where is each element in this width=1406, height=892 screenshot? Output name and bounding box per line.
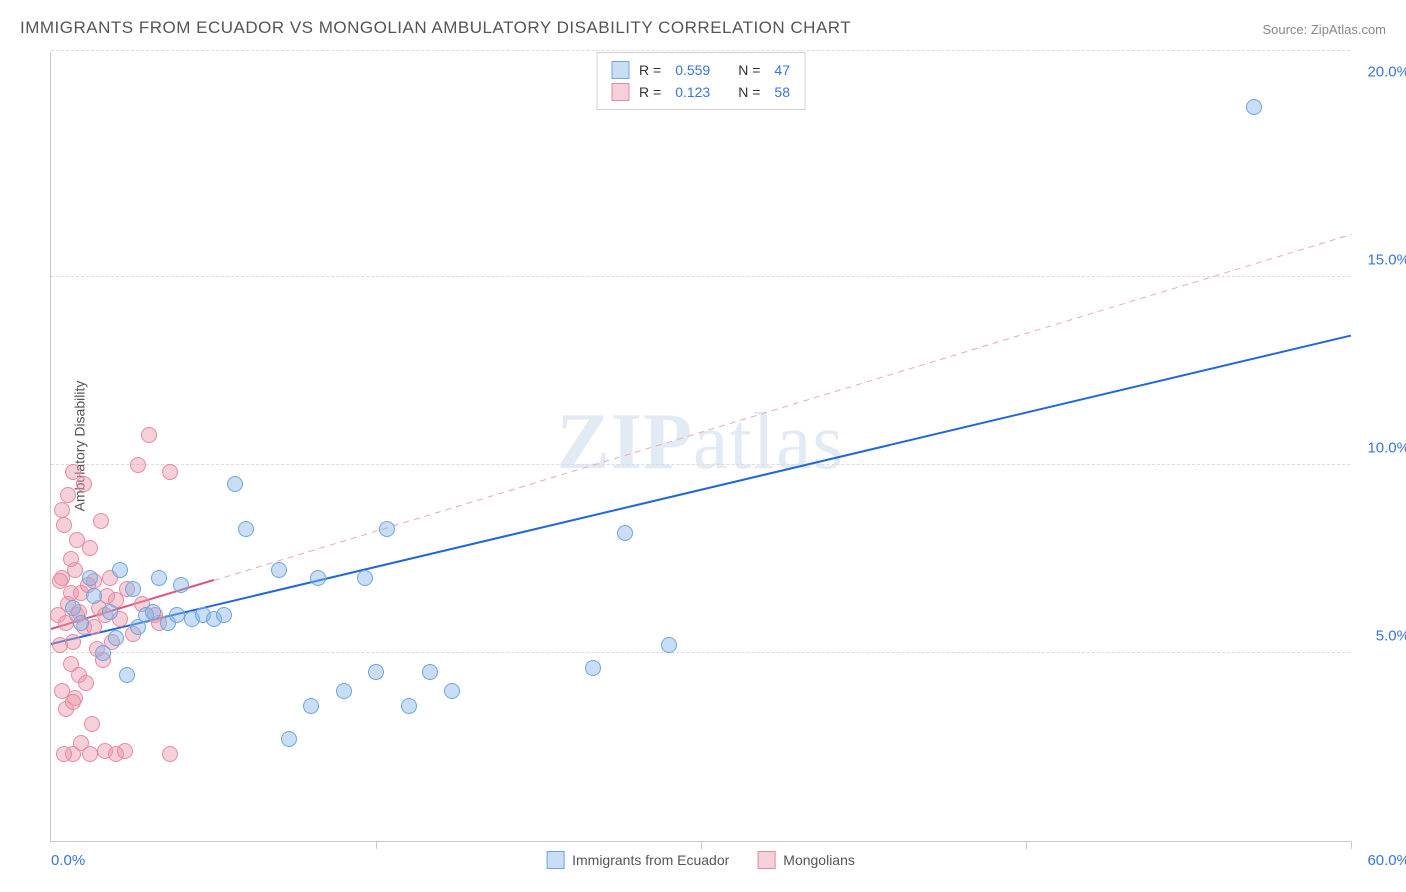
- data-point-s1: [585, 660, 601, 676]
- data-point-s2: [52, 573, 68, 589]
- r-value-s2: 0.123: [675, 84, 710, 100]
- xtick-label: 0.0%: [51, 852, 85, 869]
- data-point-s1: [95, 645, 111, 661]
- r-value-s1: 0.559: [675, 62, 710, 78]
- data-point-s1: [227, 476, 243, 492]
- data-point-s1: [336, 683, 352, 699]
- gridline-h: [51, 50, 1350, 51]
- data-point-s1: [151, 570, 167, 586]
- xtick: [701, 841, 702, 849]
- data-point-s1: [169, 607, 185, 623]
- xtick: [376, 841, 377, 849]
- n-label: N =: [738, 62, 760, 78]
- ytick-label: 20.0%: [1367, 63, 1406, 80]
- gridline-h: [51, 464, 1350, 465]
- data-point-s1: [401, 698, 417, 714]
- legend-row-s1: R = 0.559 N = 47: [611, 59, 790, 81]
- data-point-s2: [54, 502, 70, 518]
- legend-swatch-s1-bottom: [546, 851, 564, 869]
- source-label: Source: ZipAtlas.com: [1262, 22, 1386, 37]
- legend-stats: R = 0.559 N = 47 R = 0.123 N = 58: [596, 52, 805, 110]
- data-point-s1: [173, 577, 189, 593]
- data-point-s1: [145, 604, 161, 620]
- data-point-s2: [82, 746, 98, 762]
- data-point-s1: [303, 698, 319, 714]
- watermark: ZIPatlas: [557, 396, 845, 487]
- data-point-s1: [1246, 99, 1262, 115]
- data-point-s1: [617, 525, 633, 541]
- n-value-s1: 47: [774, 62, 790, 78]
- legend-item-s1: Immigrants from Ecuador: [546, 851, 729, 869]
- data-point-s1: [102, 604, 118, 620]
- xtick: [1026, 841, 1027, 849]
- data-point-s1: [422, 664, 438, 680]
- legend-item-s2: Mongolians: [757, 851, 855, 869]
- data-point-s2: [65, 694, 81, 710]
- data-point-s2: [93, 513, 109, 529]
- data-point-s1: [379, 521, 395, 537]
- legend-label-s1: Immigrants from Ecuador: [572, 852, 729, 868]
- data-point-s2: [60, 487, 76, 503]
- n-label: N =: [738, 84, 760, 100]
- legend-swatch-s1: [611, 61, 629, 79]
- xtick: [1351, 841, 1352, 849]
- data-point-s1: [86, 588, 102, 604]
- xtick-label: 60.0%: [1367, 852, 1406, 869]
- data-point-s1: [368, 664, 384, 680]
- legend-label-s2: Mongolians: [783, 852, 855, 868]
- data-point-s1: [310, 570, 326, 586]
- data-point-s1: [357, 570, 373, 586]
- r-label: R =: [639, 84, 661, 100]
- legend-series: Immigrants from Ecuador Mongolians: [546, 851, 855, 869]
- data-point-s1: [82, 570, 98, 586]
- data-point-s2: [130, 457, 146, 473]
- ytick-label: 10.0%: [1367, 439, 1406, 456]
- data-point-s2: [162, 746, 178, 762]
- data-point-s1: [271, 562, 287, 578]
- chart-title: IMMIGRANTS FROM ECUADOR VS MONGOLIAN AMB…: [20, 18, 851, 38]
- data-point-s1: [281, 731, 297, 747]
- ytick-label: 5.0%: [1376, 627, 1406, 644]
- data-point-s1: [73, 615, 89, 631]
- chart-container: IMMIGRANTS FROM ECUADOR VS MONGOLIAN AMB…: [0, 0, 1406, 892]
- n-value-s2: 58: [774, 84, 790, 100]
- data-point-s1: [125, 581, 141, 597]
- legend-swatch-s2: [611, 83, 629, 101]
- data-point-s1: [238, 521, 254, 537]
- data-point-s2: [65, 634, 81, 650]
- trend-line: [51, 335, 1351, 645]
- data-point-s1: [112, 562, 128, 578]
- plot-area: ZIPatlas R = 0.559 N = 47 R = 0.123 N = …: [50, 52, 1350, 842]
- data-point-s1: [108, 630, 124, 646]
- gridline-h: [51, 276, 1350, 277]
- gridline-h: [51, 652, 1350, 653]
- data-point-s2: [117, 743, 133, 759]
- data-point-s1: [661, 637, 677, 653]
- data-point-s2: [76, 476, 92, 492]
- data-point-s2: [141, 427, 157, 443]
- data-point-s2: [84, 716, 100, 732]
- r-label: R =: [639, 62, 661, 78]
- ytick-label: 15.0%: [1367, 251, 1406, 268]
- data-point-s1: [216, 607, 232, 623]
- data-point-s1: [444, 683, 460, 699]
- data-point-s2: [82, 540, 98, 556]
- data-point-s2: [56, 517, 72, 533]
- legend-swatch-s2-bottom: [757, 851, 775, 869]
- data-point-s2: [63, 551, 79, 567]
- legend-row-s2: R = 0.123 N = 58: [611, 81, 790, 103]
- data-point-s1: [119, 667, 135, 683]
- data-point-s1: [65, 600, 81, 616]
- data-point-s2: [78, 675, 94, 691]
- data-point-s2: [56, 746, 72, 762]
- data-point-s2: [162, 464, 178, 480]
